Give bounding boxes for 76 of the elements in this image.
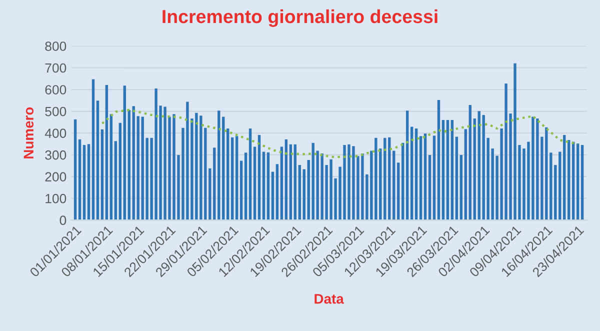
bar — [230, 137, 234, 220]
bar — [114, 141, 118, 220]
bar — [266, 152, 270, 220]
bar — [132, 106, 135, 220]
y-tick-label: 200 — [45, 172, 66, 182]
chart-title: Incremento giornaliero decessi — [162, 9, 438, 27]
bar — [442, 120, 445, 220]
y-tick-label: 0 — [60, 216, 66, 226]
bar — [450, 120, 454, 220]
bar — [128, 110, 130, 220]
bar — [384, 138, 386, 220]
bar — [437, 100, 440, 220]
bar — [96, 100, 100, 220]
bar — [406, 110, 409, 220]
bar — [424, 133, 427, 220]
bar — [572, 142, 575, 220]
bar — [258, 135, 261, 220]
x-axis-title: Data — [314, 294, 344, 304]
bar — [558, 152, 562, 220]
bar — [289, 144, 292, 220]
bar — [432, 136, 436, 220]
y-axis-title: Numero — [24, 107, 34, 158]
bar — [580, 145, 584, 220]
bar — [87, 144, 90, 220]
bar — [78, 139, 82, 220]
y-tick-label: 600 — [45, 85, 66, 94]
bar — [244, 152, 248, 220]
bar — [100, 129, 104, 220]
bar — [213, 148, 216, 220]
bar — [414, 128, 418, 220]
bar — [253, 146, 256, 220]
y-tick-label: 500 — [45, 106, 66, 116]
bar — [276, 164, 279, 220]
y-tick-label: 100 — [46, 194, 66, 204]
bar — [473, 118, 476, 220]
line-series — [101, 108, 579, 158]
bar — [455, 136, 458, 220]
bar — [235, 136, 238, 220]
bar — [410, 126, 414, 220]
bar — [118, 122, 122, 220]
y-tick-label: 400 — [44, 128, 66, 138]
bar — [294, 144, 296, 220]
bar — [302, 169, 306, 220]
bar — [280, 146, 284, 220]
bar — [271, 172, 274, 220]
y-tick-label: 800 — [45, 42, 66, 51]
bar — [92, 79, 95, 220]
y-tick-label: 300 — [45, 150, 66, 160]
bar — [419, 136, 422, 220]
bar — [563, 135, 566, 220]
bar — [240, 160, 243, 220]
bar — [222, 116, 225, 220]
bar — [446, 120, 450, 220]
bar — [284, 139, 288, 220]
bar — [397, 162, 400, 220]
bar — [105, 84, 108, 220]
bar — [460, 155, 463, 220]
bar — [82, 145, 86, 220]
bar — [298, 165, 301, 220]
bar — [464, 129, 467, 220]
bar — [388, 137, 391, 220]
bar — [218, 110, 220, 220]
bar — [478, 111, 480, 220]
bar — [401, 142, 404, 220]
bar — [428, 155, 432, 220]
bar — [392, 150, 396, 220]
bar — [248, 128, 252, 220]
bar — [226, 128, 230, 220]
bar — [576, 144, 580, 220]
bar — [468, 104, 472, 220]
bar — [110, 114, 113, 220]
bar — [568, 140, 570, 220]
bar — [262, 152, 266, 220]
bar — [123, 86, 126, 220]
bar — [74, 119, 77, 220]
y-tick-label: 700 — [45, 63, 66, 73]
